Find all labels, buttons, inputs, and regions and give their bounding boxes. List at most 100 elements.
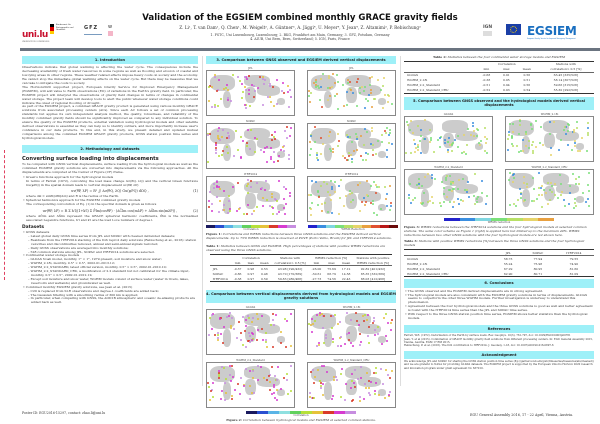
- section-5-header: 5. Comparison between GNSS observed and …: [404, 96, 594, 110]
- reference-item: Farrell, W.E. (1972). Deformation of the…: [404, 334, 571, 338]
- map-panel: WGHM_2.18i: [307, 306, 396, 355]
- list-item: – WGHM_2.18i, monthly, 0.5° × 0.5°, 2002…: [28, 261, 115, 266]
- section-3-header: 3. Comparison between GNSS observed and …: [206, 56, 396, 65]
- sh-text: The corresponding convolution of Eq. (1)…: [26, 202, 157, 207]
- table-row: SOPAC -0.86 0.97 0.48 43.70 [170/389] -30.61 6…: [212, 271, 386, 276]
- map-panel: JPL: [206, 67, 295, 117]
- subheading-conversion: Converting surface loading into displace…: [22, 156, 159, 163]
- table-row: GLDAS 58.73 77.94 79.55: [407, 256, 579, 261]
- figure-2-caption: Figure 2: Correlation between hydrologic…: [226, 417, 376, 422]
- table-row: WGHM_2.2_Standard -0.51 0.94 0.56 59.66 [315…: [407, 83, 579, 88]
- authors: Z. Li¹, T. van Dam¹, Q. Chen¹, M. Weigel…: [179, 25, 421, 30]
- poster-id: Poster ID: EGU2016-15297, contact: zhao.…: [22, 411, 106, 415]
- equation-2: uv(θP, λP) = R Σ h'l/(1+k'l) Σ P̄lm(cosθ…: [42, 209, 198, 214]
- map-panel: WGHM_2.18i: [505, 113, 594, 162]
- list-item: – C20 is replaced from SLR observations …: [28, 288, 159, 293]
- table-3: JPL SOPAC ITRF2014 GLDAS 58.73 77.94 79.55 WGH…: [404, 249, 594, 278]
- section-conclusions-header: 6. Conclusions: [404, 279, 594, 288]
- subheading-datasets: Datasets: [22, 225, 44, 230]
- figure-1-colorbar-correlation: Correlation: [206, 222, 296, 231]
- map-panel: WGHM_2.2_Standard: [404, 166, 493, 215]
- intro-paragraph: Observations indicate that global warmin…: [22, 65, 198, 86]
- map-panel: WGHM_2.2_Standard_CRU: [307, 359, 396, 408]
- egsiem-logo: EGSIEM European Gravity Service for Impr…: [527, 24, 577, 40]
- affiliations: 1. FSTC, Uni Luxembourg, Luxembourg; 2. …: [210, 33, 390, 41]
- list-item: – Except soil moisture and snow water, W…: [28, 276, 189, 285]
- table-1-caption: Table 1: Statistics between GNSS and EGS…: [206, 244, 386, 253]
- w-logo: w: [108, 24, 113, 36]
- conversion-paragraph: To be compared with GNSS vertical displa…: [22, 162, 198, 174]
- section-references-header: References: [404, 324, 594, 334]
- list-item: • With respect to the three GNSS station…: [405, 312, 588, 320]
- reference-item: Rebischung, P. et al. (2016). The IGS co…: [404, 344, 554, 348]
- side-logo-strip: [4, 150, 7, 280]
- table-row: JPL -0.37 0.98 0.53 43.98 [190/432] -26.00 75.…: [212, 266, 386, 271]
- figure-3-colorbar: WRMS reduction: [404, 217, 594, 224]
- column-divider: [400, 56, 401, 386]
- list-item: – Daily GNSS observations are averaged i…: [28, 245, 129, 250]
- section-4-header: 4. Comparison between vertical displacem…: [206, 290, 396, 303]
- table-3-caption: Table 3: Stations with positive WRMS red…: [404, 239, 585, 248]
- column-divider: [202, 56, 203, 386]
- poster-header: uni.lu UNIVERSITÉ DU LUXEMBOURG Bundesam…: [0, 0, 600, 52]
- bullet-spherical-harmonics: • Spherical harmonics approach for the E…: [23, 198, 141, 203]
- map-panel: SOPAC: [206, 120, 295, 170]
- equation-2-where: where ΔC̄lm and ΔS̄lm represent the GRAC…: [26, 214, 198, 223]
- figure-2-maps: GLDAS WGHM_2.18i WGHM_2.2_Standard WGHM_2.2…: [206, 306, 396, 408]
- list-item: – Latest global daily GNSS time series f…: [28, 233, 176, 238]
- figure-3-maps: GLDAS WGHM_2.18i WGHM_2.2_Standard WGHM_2.2…: [404, 113, 594, 215]
- list-item: – Residuals from the ITRF2014 stacking o…: [28, 237, 197, 246]
- map-panel: JPL: [307, 67, 396, 117]
- table-row: WGHM_2.2_Standard_CRU 62.90 80.71 81.09: [404, 271, 594, 278]
- list-item: – GLDAS Noah model, monthly, 1° × 1°, 19…: [28, 257, 162, 262]
- equation-1: uv(θP, λP) = R² ∬ Δσ(θQ, λQ) Gu(ψPQ) dΩQ…: [71, 189, 198, 194]
- table-2: Correlation Stations with min max mean corre…: [404, 60, 594, 94]
- list-item: – WGHM_2.2_STANDARD, latest official ver…: [28, 265, 167, 270]
- table-row: ITRF2014 -0.38 0.97 0.59 59.83 [280/468] -27.…: [209, 276, 393, 282]
- figure-1-colorbar-wrms: WRMS Reduction: [308, 222, 398, 231]
- list-item: • The hydrological models are also consi…: [405, 292, 588, 305]
- map-panel: ITRF2014: [307, 173, 396, 223]
- gfz-logo: GFZ: [84, 25, 102, 35]
- acknowledgment-text: We acknowledge JPL and SOPAC for sharing…: [404, 359, 594, 370]
- section-introduction-header: 1. Introduction: [22, 56, 198, 65]
- map-panel: GLDAS: [404, 113, 493, 162]
- map-panel: SOPAC: [307, 120, 396, 170]
- map-panel: GLDAS: [206, 306, 295, 355]
- header-divider: [20, 48, 600, 51]
- bkg-logo: Bundesamt für Kartographie und Geodäsie: [50, 24, 78, 34]
- intro-paragraph: As part of the EGSIEM project, a combine…: [22, 104, 198, 140]
- section-acknowledgment-header: Acknowledgment: [404, 350, 594, 359]
- conclusions-list: • The GNSS observed and the EGSIEM deriv…: [404, 288, 594, 321]
- reference-item: Jean, Y. et al (2015). Combination of GR…: [404, 337, 593, 344]
- list-item: – In particular, when comparing with GNS…: [28, 296, 196, 305]
- list-item: • The GNSS observed and the EGSIEM deriv…: [405, 288, 544, 293]
- figure-1-maps: JPL JPL SOPAC SOPAC ITRF2014 ITRF2014: [206, 67, 396, 223]
- references-list: Farrell, W.E. (1972). Deformation of the…: [404, 334, 594, 347]
- bullet-cws: • Continental water storage models: [23, 253, 80, 258]
- list-item: – WGHM_2.2_STANDARD_CRU, a modification …: [28, 269, 190, 277]
- column-1: 1. Introduction Observations indicate th…: [22, 56, 198, 305]
- section-methodology-header: 2. Methodology and datasets: [22, 144, 198, 154]
- intro-paragraph: The Horizon2020 supported project, Europ…: [22, 84, 198, 105]
- table-row: WGHM_2.18i -0.38 0.95 0.51 58.14 [307/528]: [407, 78, 579, 83]
- eu-flag-icon: [506, 24, 521, 35]
- table-row: WGHM_2.2_Standard 67.29 80.95 81.60: [407, 266, 579, 271]
- greens-text: In terms of Farrell (1972), convolving t…: [26, 178, 198, 187]
- figure-3-caption: Figure 3: WRMS reductions between the IT…: [404, 224, 587, 237]
- figure-2-colorbar: Correlation: [206, 410, 396, 417]
- ign-logo: IGN: [483, 25, 492, 36]
- poster-title: Validation of the EGSIEM combined monthl…: [142, 13, 458, 23]
- list-item: • Agreement between the four hydrologica…: [405, 304, 593, 313]
- bullet-gnss: • GNSS datasets: [23, 230, 50, 234]
- unilu-logo: uni.lu UNIVERSITÉ DU LUXEMBOURG: [22, 30, 50, 43]
- column-2: 3. Comparison between GNSS observed and …: [206, 56, 398, 423]
- map-panel: ITRF2014: [206, 173, 295, 223]
- list-item: – 528 common stations among JPL, SOPAC a…: [28, 249, 155, 254]
- equation-1-where: where dΩ = sinθQdθQdλQ and R is the radi…: [26, 194, 120, 199]
- table-2-caption: Table 2: Statistics between the four con…: [432, 55, 566, 59]
- map-panel: WGHM_2.2_Standard_CRU: [505, 166, 594, 215]
- table-row: WGHM_2.18i 55.24 75.98 74.90: [407, 261, 579, 266]
- column-3: Table 2: Statistics between the four con…: [404, 55, 594, 370]
- table-row: GLDAS -0.68 0.91 0.56 63.45 [335/528]: [407, 73, 579, 78]
